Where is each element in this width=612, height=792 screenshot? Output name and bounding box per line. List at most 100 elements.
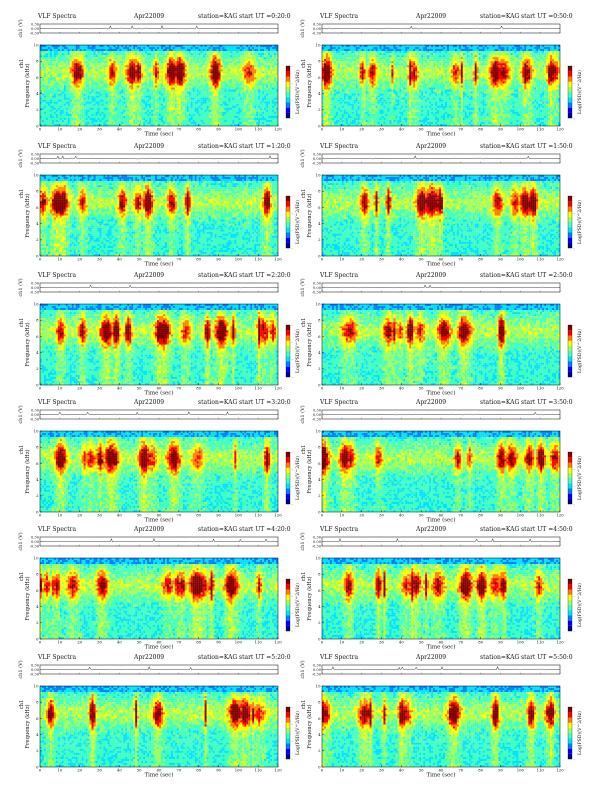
spectrogram-cell — [151, 119, 154, 123]
spectrogram-cell — [117, 53, 120, 56]
spectrogram-cell — [125, 91, 128, 94]
spectrogram-cell — [83, 101, 86, 104]
spectrogram-cell — [200, 75, 203, 78]
spectrogram-cell — [137, 63, 140, 66]
spectrogram-cell — [274, 117, 277, 121]
spectrogram-cell — [254, 85, 257, 88]
spectrogram-cell — [77, 57, 80, 60]
spectrogram-cell — [252, 67, 255, 70]
spectrogram-cell — [160, 79, 164, 82]
spectrogram-cell — [166, 105, 170, 108]
spectrogram-cell — [117, 123, 120, 126]
spectrogram-cell — [45, 117, 49, 121]
spectrogram-cell — [105, 71, 108, 74]
spectrogram-cell — [166, 103, 170, 106]
spectrogram-cell — [155, 89, 158, 92]
spectrogram-cell — [216, 73, 219, 76]
spectrogram-cell — [184, 91, 187, 94]
spectrogram-cell — [67, 55, 70, 58]
spectrogram-cell — [61, 123, 64, 126]
spectrogram-cell — [53, 117, 56, 121]
spectrogram-cell — [99, 71, 102, 74]
spectrogram-cell — [270, 113, 273, 116]
spectrogram-cell — [208, 95, 211, 98]
spectrogram-cell — [49, 117, 52, 121]
spectrogram-cell — [103, 123, 106, 126]
spectrogram-cell — [270, 109, 273, 112]
spectrogram-cell — [272, 49, 275, 52]
spectrogram-cell — [224, 87, 227, 90]
x-tick-label: 100 — [235, 127, 243, 132]
spectrogram-cell — [111, 119, 114, 123]
spectrogram-cell — [127, 51, 130, 54]
spectrogram-cell — [182, 99, 185, 102]
spectrogram-cell — [248, 109, 251, 112]
spectrogram-cell — [55, 105, 58, 108]
spectrogram-cell — [180, 101, 183, 104]
spectrogram-cell — [244, 109, 247, 112]
spectrogram-cell — [111, 89, 114, 92]
spectrogram-cell — [180, 111, 183, 114]
spectrogram-cell — [234, 91, 237, 94]
spectrogram-cell — [194, 83, 197, 86]
spectrogram-cell — [79, 53, 82, 56]
spectrogram-cell — [77, 111, 80, 114]
spectrogram-cell — [232, 107, 235, 110]
spectrogram-cell — [87, 115, 90, 119]
spectrogram-cell — [188, 85, 191, 88]
spectrogram-cell — [248, 65, 251, 68]
spectrogram-cell — [258, 99, 261, 102]
spectrogram-cell — [43, 59, 47, 62]
spectrogram-cell — [40, 77, 43, 80]
spectrogram-cell — [162, 49, 166, 52]
spectrogram-cell — [157, 51, 160, 54]
spectrogram-cell — [162, 107, 166, 110]
spectrogram-cell — [53, 59, 56, 62]
spectrogram-cell — [264, 47, 267, 50]
spectrogram-cell — [135, 63, 138, 66]
spectrogram-cell — [216, 121, 219, 125]
spectrogram-cell — [77, 77, 80, 80]
spectrogram-cell — [97, 107, 100, 110]
spectrogram-cell — [89, 61, 92, 64]
spectrogram-cell — [119, 105, 122, 108]
spectrogram-cell — [159, 87, 162, 90]
spectrogram-cell — [59, 77, 62, 80]
spectrogram-cell — [210, 53, 213, 56]
spectrogram-cell — [53, 119, 56, 123]
spectrogram-cell — [147, 119, 150, 123]
spectrogram-cell — [190, 107, 193, 110]
spectrogram-cell — [65, 79, 68, 82]
spectrogram-cell — [202, 49, 205, 52]
spectrogram-cell — [246, 69, 249, 72]
spectrogram-cell — [63, 115, 66, 119]
spectrogram-cell — [101, 81, 104, 84]
spectrogram-cell — [224, 73, 227, 76]
spectrogram-cell — [75, 123, 78, 126]
spectrogram-cell — [143, 121, 146, 125]
spectrogram-cell — [262, 49, 265, 52]
spectrogram-cell — [192, 67, 195, 70]
spectrogram-cell — [87, 79, 90, 82]
spectrogram-cell — [168, 79, 171, 82]
spectrogram-cell — [220, 83, 223, 86]
spectrogram-cell — [266, 65, 269, 68]
spectrogram-cell — [236, 89, 239, 92]
spectrogram-cell — [244, 67, 247, 70]
spectrogram-cell — [121, 123, 124, 126]
spectrogram-cell — [276, 97, 278, 100]
spectrogram-cell — [113, 49, 116, 52]
spectrogram-cell — [115, 105, 118, 108]
spectrogram-cell — [214, 81, 217, 84]
spectrogram-cell — [196, 105, 199, 108]
spectrogram-cell — [186, 81, 189, 84]
spectrogram-cell — [141, 81, 144, 84]
spectrogram-cell — [77, 113, 80, 116]
spectrogram-cell — [206, 45, 209, 48]
spectrogram-cell — [77, 71, 80, 74]
spectrogram-cell — [91, 115, 94, 119]
spectrogram-cell — [174, 63, 177, 66]
spectrogram-cell — [41, 81, 45, 84]
spectrogram-cell — [87, 91, 90, 94]
spectrogram-cell — [322, 117, 325, 121]
